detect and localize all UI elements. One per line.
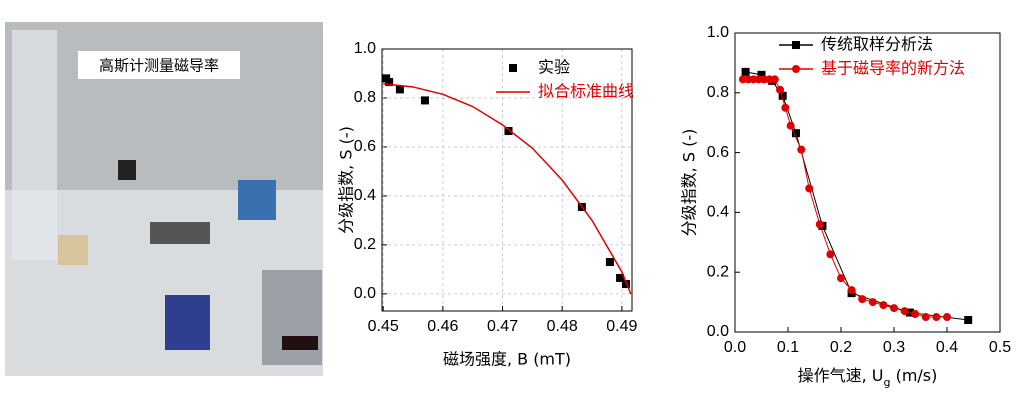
- marker: [826, 250, 835, 259]
- legend-label: 实验: [538, 58, 570, 77]
- y-tick-label: 0.8: [354, 89, 376, 106]
- plot-frame: [381, 48, 633, 312]
- x-axis-label-part: 操作气速, U: [798, 366, 884, 385]
- y-tick-label: 1.0: [354, 40, 376, 57]
- x-tick-label: 0.45: [368, 318, 399, 335]
- probe-block: [118, 160, 136, 180]
- marker: [741, 67, 750, 76]
- y-axis-label: 分级指数, S (-): [680, 129, 699, 237]
- x-tick-label: 0.3: [883, 339, 905, 356]
- x-tick-label: 0.46: [427, 318, 458, 335]
- gaussmeter: [238, 180, 276, 220]
- x-tick-label: 0.47: [487, 318, 518, 335]
- legend-marker: [792, 65, 800, 73]
- marker: [757, 70, 766, 79]
- tube: [12, 30, 57, 260]
- marker: [395, 85, 404, 94]
- caption-box: [78, 51, 240, 79]
- marker: [943, 313, 951, 322]
- x-axis-label: 磁场强度, B (mT): [443, 350, 571, 369]
- marker: [616, 273, 625, 282]
- marker: [385, 78, 394, 87]
- marker: [868, 298, 877, 307]
- legend-label: 传统取样分析法: [821, 35, 933, 54]
- controller: [262, 270, 322, 365]
- legend-marker: [509, 64, 517, 72]
- marker: [770, 75, 779, 84]
- x-tick-label: 0.1: [777, 339, 799, 356]
- x-tick-label: 0.5: [989, 339, 1011, 356]
- y-tick-label: 0.8: [707, 84, 729, 101]
- x-axis-label-part: g: [884, 376, 891, 389]
- legend-label: 基于磁导率的新方法: [821, 59, 965, 78]
- y-tick-label: 0.6: [707, 144, 729, 161]
- x-tick-label: 0.2: [830, 339, 852, 356]
- plot-frame: [734, 32, 1001, 333]
- marker: [786, 121, 795, 130]
- plate: [150, 222, 210, 244]
- y-tick-label: 0.2: [354, 236, 376, 253]
- display: [282, 336, 318, 350]
- marker: [504, 127, 513, 136]
- marker: [797, 145, 806, 154]
- marker: [858, 295, 867, 304]
- marker: [911, 310, 920, 319]
- y-tick-label: 1.0: [707, 24, 729, 41]
- legend-label: 拟合标准曲线: [538, 82, 634, 101]
- marker: [921, 313, 930, 322]
- marker: [791, 129, 800, 138]
- x-tick-label: 0.0: [724, 339, 746, 356]
- series-line: [742, 78, 947, 318]
- marker: [778, 91, 787, 100]
- series-line: [745, 71, 969, 321]
- marker: [847, 286, 856, 295]
- y-tick-label: 0.6: [354, 138, 376, 155]
- marker: [805, 184, 814, 193]
- flowmeter: [165, 295, 210, 350]
- marker: [815, 220, 824, 229]
- photo: 高斯计测量磁导率: [5, 22, 323, 376]
- x-axis-label: 操作气速, Ug (m/s): [798, 366, 938, 389]
- wood-block: [58, 235, 88, 265]
- x-tick-label: 0.49: [606, 318, 637, 335]
- series-line: [383, 83, 632, 295]
- x-axis-label-part: (m/s): [890, 366, 937, 385]
- photo-caption: 高斯计测量磁导率: [99, 57, 219, 75]
- y-tick-label: 0.0: [354, 285, 376, 302]
- marker: [879, 301, 888, 310]
- y-tick-label: 0.2: [707, 263, 729, 280]
- y-tick-label: 0.4: [707, 204, 729, 221]
- x-tick-label: 0.48: [547, 318, 578, 335]
- y-tick-label: 0.0: [707, 323, 729, 340]
- marker: [837, 274, 845, 283]
- marker: [420, 96, 429, 105]
- marker: [964, 316, 973, 325]
- marker: [900, 307, 909, 316]
- y-tick-label: 0.4: [354, 187, 376, 204]
- marker: [605, 258, 614, 267]
- legend-marker: [792, 41, 800, 49]
- marker: [890, 304, 898, 313]
- marker: [776, 85, 785, 94]
- marker: [932, 313, 941, 322]
- y-axis-label: 分级指数, S (-): [337, 126, 356, 234]
- x-tick-label: 0.4: [936, 339, 958, 356]
- marker: [781, 103, 790, 112]
